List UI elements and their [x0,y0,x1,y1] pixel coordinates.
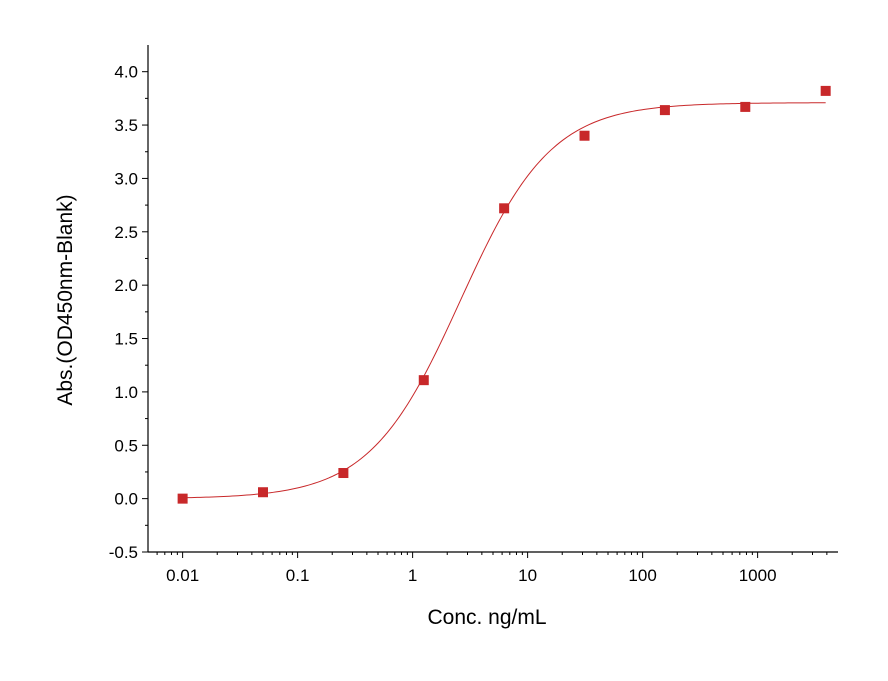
y-tick-label: -0.5 [109,543,138,562]
y-ticks: -0.5 0.0 0.5 1.0 1.5 2.0 2.5 3.0 3.5 4.0 [109,63,148,562]
y-tick-label: 2.0 [114,276,138,295]
x-tick-label: 1 [408,566,417,585]
data-point [740,101,751,112]
data-point [499,203,510,214]
data-point [177,493,188,504]
data-point [338,468,349,479]
y-tick-label: 1.5 [114,330,138,349]
y-tick-label: 0.0 [114,490,138,509]
x-tick-label: 100 [628,566,656,585]
data-point [258,487,268,498]
plot-area [177,85,831,504]
data-point [418,375,429,386]
y-axis: -0.5 0.0 0.5 1.0 1.5 2.0 2.5 3.0 3.5 4.0 [109,45,149,562]
data-point [579,130,590,141]
x-tick-label: 10 [518,566,537,585]
data-points [177,85,831,504]
y-tick-label: 2.5 [114,223,138,242]
x-tick-label: 0.01 [166,566,199,585]
x-axis: 0.01 0.1 1 10 100 1000 [148,551,838,585]
y-tick-label: 3.0 [114,169,138,188]
data-point [659,105,670,116]
x-tick-label: 0.1 [286,566,310,585]
y-axis-title: Abs.(OD450nm-Blank) [54,194,77,405]
data-point [820,85,831,96]
x-tick-label: 1000 [739,566,777,585]
fit-curve [182,102,826,499]
x-ticks: 0.01 0.1 1 10 100 1000 [156,552,828,585]
y-tick-label: 4.0 [114,63,138,82]
x-axis-title: Conc. ng/mL [427,606,546,629]
y-tick-label: 1.0 [114,383,138,402]
y-tick-label: 3.5 [114,116,138,135]
y-tick-label: 0.5 [114,436,138,455]
